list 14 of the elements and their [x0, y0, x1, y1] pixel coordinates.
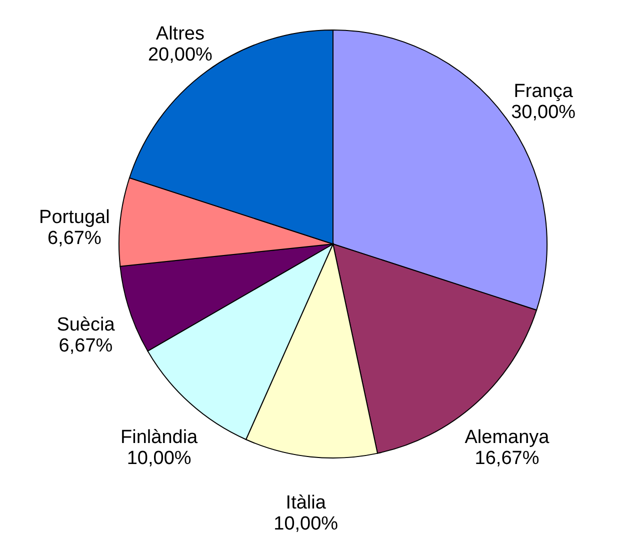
slice-label: Itàlia: [286, 492, 326, 514]
data-label: 6,67%: [47, 228, 102, 249]
data-label: 10,00%: [274, 514, 338, 535]
data-label: 10,00%: [126, 448, 192, 470]
slice-label: Alemanya: [464, 427, 550, 448]
data-label: 16,67%: [474, 448, 540, 470]
slice-label: Altres: [156, 24, 204, 45]
slice-label: Suècia: [56, 314, 116, 336]
slice-label: França: [514, 81, 574, 102]
data-label: 30,00%: [511, 102, 576, 124]
slice-label: Finlàndia: [120, 427, 198, 448]
data-label: 6,67%: [58, 335, 113, 356]
data-label: 20,00%: [148, 44, 213, 66]
slice-label: Portugal: [39, 206, 110, 228]
